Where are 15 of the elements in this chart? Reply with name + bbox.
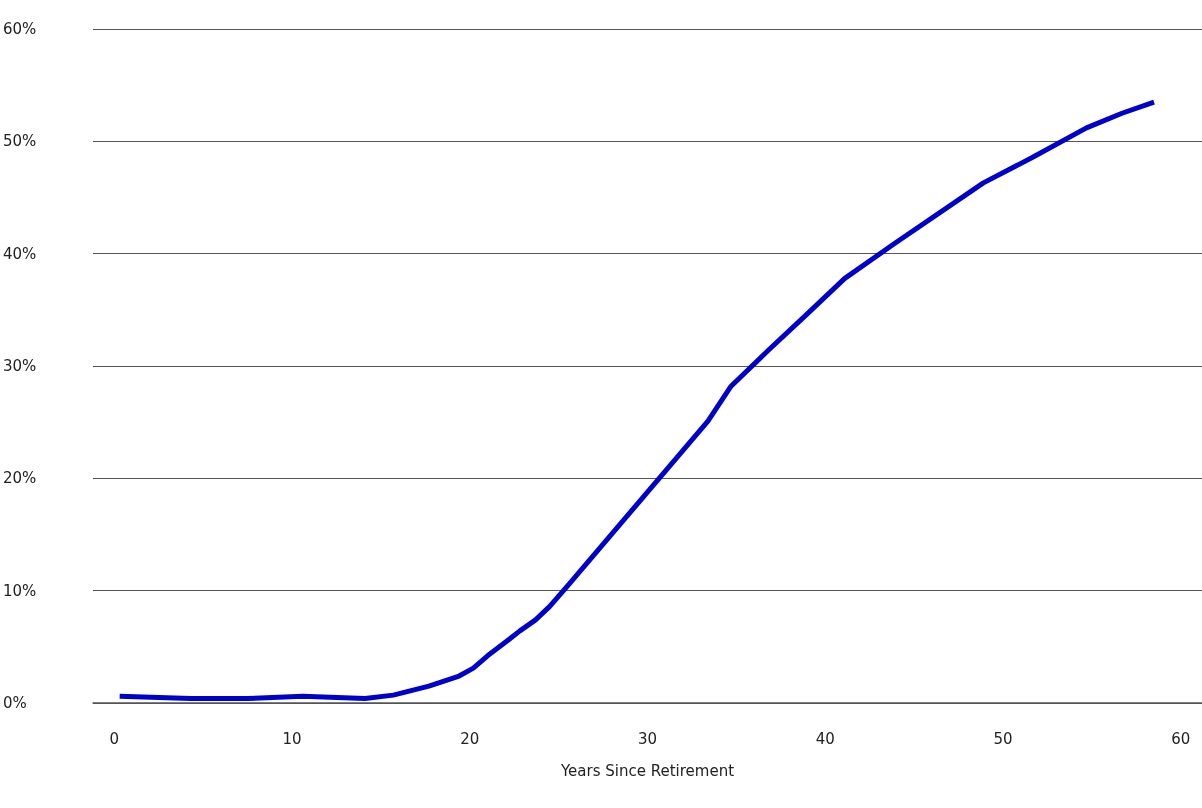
- x-tick-label: 40: [815, 729, 835, 748]
- x-tick-label: 0: [109, 729, 120, 748]
- y-tick-label: 20%: [3, 469, 37, 488]
- y-tick-label: 40%: [3, 244, 37, 263]
- y-tick-label: 10%: [3, 581, 37, 600]
- x-tick-label: 10: [282, 729, 302, 748]
- y-tick-label: 60%: [3, 20, 37, 38]
- y-tick-label: 0%: [3, 694, 27, 712]
- x-tick-label: 60: [1171, 729, 1191, 748]
- x-axis-title: Years Since Retirement: [559, 761, 735, 780]
- x-tick-label: 20: [460, 729, 480, 748]
- x-tick-label: 30: [637, 729, 658, 748]
- x-tick-label: 50: [993, 729, 1013, 748]
- y-tick-label: 50%: [3, 132, 37, 151]
- y-tick-label: 30%: [3, 357, 37, 375]
